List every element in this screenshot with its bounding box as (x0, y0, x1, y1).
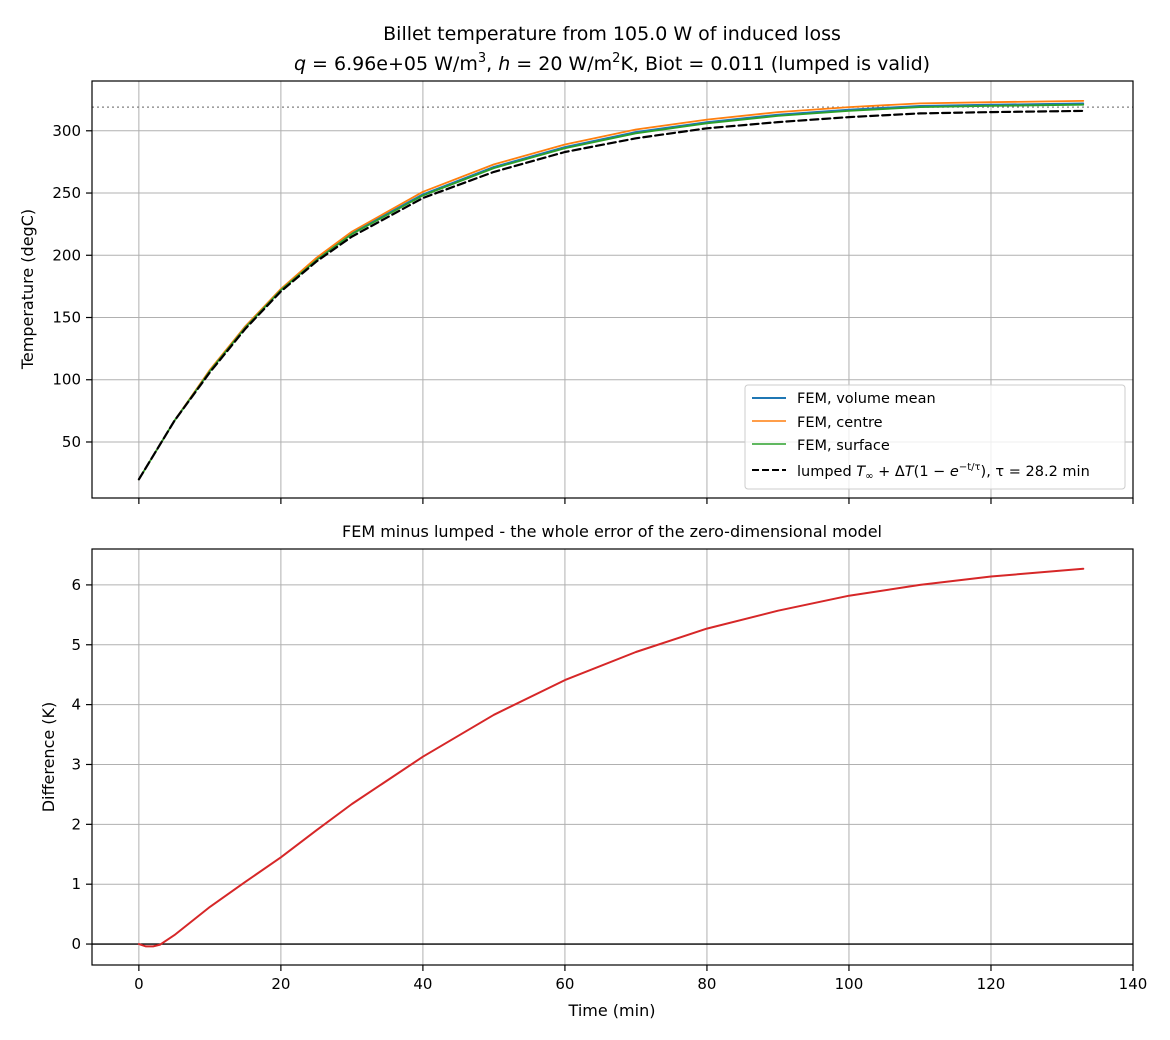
difference-y-tick-label: 2 (71, 815, 81, 833)
figure-title: Billet temperature from 105.0 W of induc… (383, 23, 841, 45)
temperature-y-axis-label: Temperature (degC) (18, 209, 37, 370)
difference-y-tick-label: 3 (71, 755, 81, 773)
difference-x-tick-label: 140 (1119, 975, 1148, 993)
difference-x-tick-label: 120 (977, 975, 1006, 993)
difference-series (137, 567, 1085, 948)
difference-y-tick-label: 1 (71, 875, 81, 893)
legend-label-surface: FEM, surface (797, 438, 890, 454)
temperature-series-line-2 (137, 103, 1085, 481)
legend-label-lumped: lumped T∞ + ΔT(1 − e−t/τ), τ = 28.2 min (797, 462, 1090, 482)
difference-x-tick-label: 60 (555, 975, 574, 993)
difference-axes-frame (91, 548, 1134, 966)
temperature-series (137, 100, 1085, 481)
temperature-chart-panel: 50 100 150 200 250 300 Temperature (degC) FEM… (18, 80, 1134, 504)
temperature-legend: FEM, volume mean FEM, centre FEM, surfac… (744, 384, 1126, 490)
difference-axis-ticks: 0 20 40 60 80 100 120 140 0 1 2 3 4 5 6 (71, 576, 1147, 993)
difference-y-tick-label: 6 (71, 576, 81, 594)
difference-x-tick-label: 0 (134, 975, 144, 993)
temperature-series-line-3 (137, 109, 1085, 481)
difference-x-tick-label: 100 (835, 975, 864, 993)
temperature-y-tick-label: 50 (62, 433, 81, 451)
difference-y-tick-label: 0 (71, 935, 81, 953)
temperature-y-tick-label: 200 (52, 246, 81, 264)
difference-series-line-0 (137, 567, 1085, 948)
temperature-y-tick-label: 100 (52, 371, 81, 389)
difference-y-tick-label: 5 (71, 636, 81, 654)
difference-chart-panel: FEM minus lumped - the whole error of th… (39, 522, 1147, 1020)
temperature-axis-ticks: 50 100 150 200 250 300 (52, 122, 1134, 504)
temperature-y-tick-label: 150 (52, 309, 81, 327)
difference-x-tick-label: 20 (271, 975, 290, 993)
difference-x-axis-label: Time (min) (568, 1001, 656, 1020)
figure-subtitle: q = 6.96e+05 W/m3, h = 20 W/m2K, Biot = … (294, 51, 930, 75)
legend-label-volume-mean: FEM, volume mean (797, 391, 936, 407)
temperature-grid (92, 81, 1133, 498)
temperature-y-tick-label: 250 (52, 184, 81, 202)
difference-y-axis-label: Difference (K) (39, 702, 58, 813)
difference-x-tick-label: 80 (697, 975, 716, 993)
difference-x-tick-label: 40 (413, 975, 432, 993)
legend-frame (744, 384, 1126, 490)
legend-label-centre: FEM, centre (797, 415, 883, 431)
difference-y-tick-label: 4 (71, 696, 81, 714)
difference-chart-title: FEM minus lumped - the whole error of th… (342, 522, 882, 541)
temperature-y-tick-label: 300 (52, 122, 81, 140)
temperature-axes-frame (91, 80, 1134, 499)
